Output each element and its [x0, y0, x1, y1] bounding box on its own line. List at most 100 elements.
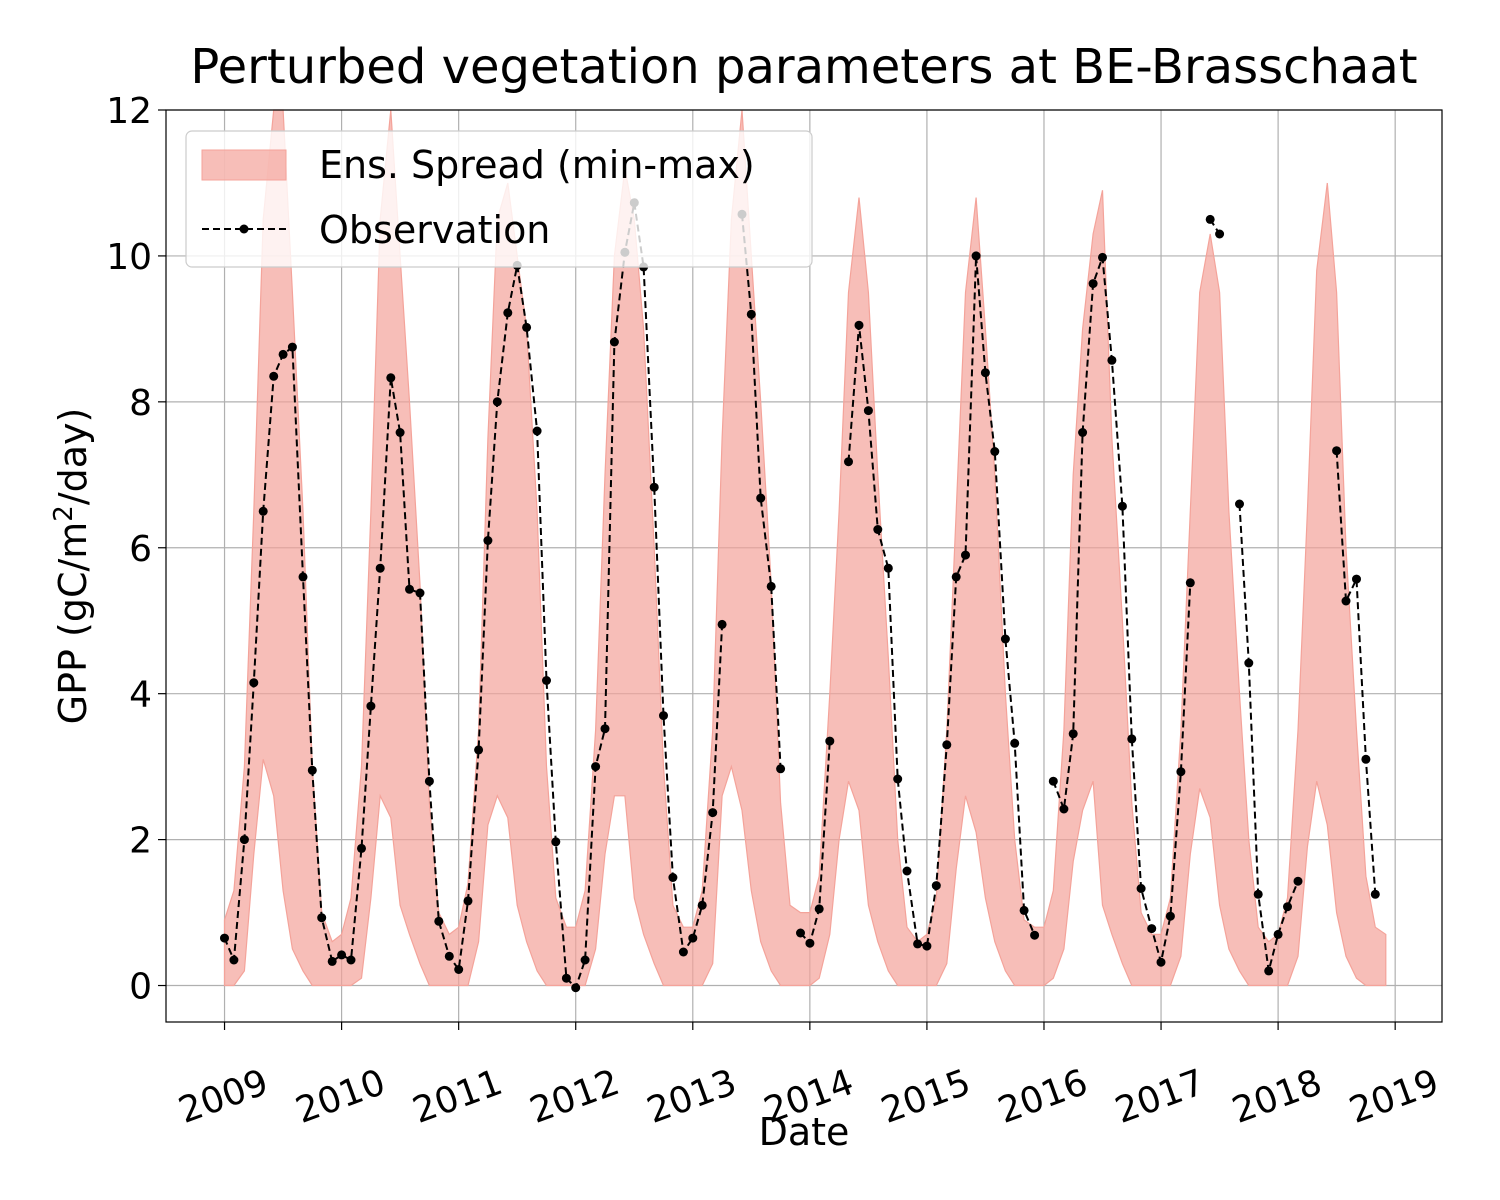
observation-point — [1215, 229, 1225, 239]
observation-point — [503, 308, 513, 318]
observation-point — [1165, 911, 1175, 921]
y-tick-label: 4 — [129, 675, 152, 716]
observation-line — [1335, 450, 1377, 895]
y-tick-label: 12 — [106, 91, 152, 132]
observation-point — [883, 563, 893, 573]
chart-title: Perturbed vegetation parameters at BE-Br… — [190, 39, 1417, 95]
observation-point — [395, 428, 405, 437]
observation-point — [980, 368, 990, 378]
observation-point — [1253, 889, 1263, 899]
observation-point — [1332, 446, 1342, 456]
observation-point — [649, 482, 659, 492]
observation-point — [327, 956, 337, 966]
observation-point — [492, 397, 502, 407]
legend-marker-observation — [239, 224, 249, 234]
observation-point — [1068, 729, 1078, 739]
observation-point — [1352, 574, 1361, 584]
observation-point — [776, 764, 786, 774]
observation-point — [522, 322, 532, 332]
observation-point — [717, 619, 727, 629]
observation-line — [741, 214, 782, 769]
legend-box — [185, 130, 813, 268]
observation-point — [337, 950, 347, 960]
observation-point — [551, 837, 561, 847]
observation-point — [542, 676, 551, 685]
observation-point — [249, 678, 259, 688]
observation-point — [931, 881, 941, 891]
observation-point — [766, 581, 776, 591]
observation-point — [561, 973, 571, 983]
observation-point — [1370, 889, 1380, 899]
observation-point — [609, 337, 619, 347]
observation-point — [571, 983, 581, 993]
y-axis-label: GPP (gC/m2/day) — [49, 408, 95, 725]
observation-point — [913, 939, 923, 949]
observation-point — [805, 938, 815, 948]
observation-point — [1147, 924, 1157, 934]
observation-point — [269, 371, 279, 381]
observation-point — [1361, 754, 1371, 764]
plot-frame — [165, 109, 1443, 1023]
observation-line — [223, 202, 724, 990]
observation-point — [287, 342, 297, 352]
observation-point — [1235, 499, 1244, 509]
observation-point — [386, 373, 396, 383]
observation-point — [1010, 738, 1020, 748]
legend-label-observation: Observation — [319, 208, 550, 252]
observation-point — [278, 349, 288, 359]
observation-point — [1019, 905, 1029, 915]
observation-point — [591, 762, 601, 772]
observation-point — [474, 745, 484, 755]
observation-point — [796, 928, 805, 938]
observation-point — [844, 457, 853, 467]
observation-point — [357, 843, 366, 853]
observation-point — [1293, 876, 1303, 886]
observation-point — [415, 588, 425, 598]
observation-line — [799, 741, 831, 946]
observation-point — [1117, 501, 1127, 511]
observation-point — [258, 506, 268, 516]
observation-point — [580, 955, 590, 965]
legend-label-spread: Ens. Spread (min-max) — [319, 143, 755, 187]
observation-point — [961, 550, 970, 560]
observation-point — [1156, 957, 1166, 967]
observation-point — [942, 740, 952, 750]
y-tick-label: 2 — [129, 821, 152, 862]
observation-point — [990, 447, 1000, 456]
observation-point — [1000, 634, 1010, 644]
observation-point — [444, 951, 454, 961]
observation-point — [659, 711, 668, 721]
observation-point — [220, 933, 229, 943]
observation-point — [1107, 355, 1117, 365]
observation-point — [532, 426, 542, 436]
observation-point — [893, 774, 903, 784]
observation-point — [708, 808, 718, 818]
observation-point — [678, 947, 688, 957]
observation-point — [873, 525, 883, 534]
observation-point — [668, 873, 678, 882]
observation-point — [1205, 214, 1215, 224]
observation-line — [847, 255, 1036, 948]
observation-point — [1048, 776, 1058, 786]
observation-point — [600, 724, 610, 734]
observation-point — [1244, 658, 1254, 668]
observation-point — [863, 406, 873, 416]
observation-point — [1078, 428, 1088, 437]
observation-point — [1030, 930, 1040, 940]
observation-point — [1059, 804, 1069, 814]
observation-point — [229, 955, 239, 965]
observation-point — [1176, 767, 1186, 777]
observation-point — [688, 933, 698, 943]
observation-point — [902, 866, 912, 876]
observation-point — [424, 776, 434, 786]
observation-point — [971, 251, 981, 261]
observation-point — [307, 765, 317, 775]
observation-point — [375, 563, 385, 573]
observation-point — [346, 955, 356, 965]
y-tick-label: 6 — [129, 529, 152, 570]
legend: Ens. Spread (min-max) Observation — [185, 130, 813, 268]
x-axis-label: Date — [759, 1110, 850, 1154]
observation-line — [1052, 257, 1192, 963]
observation-point — [454, 965, 464, 974]
